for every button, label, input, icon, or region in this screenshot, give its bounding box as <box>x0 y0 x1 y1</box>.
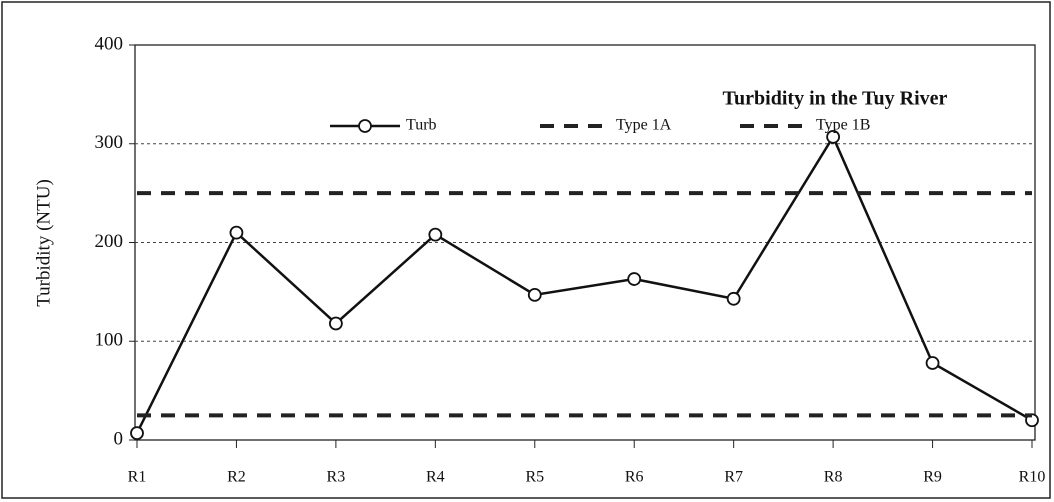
point <box>428 227 443 242</box>
point <box>229 225 244 240</box>
point <box>627 272 642 286</box>
chart-title: Turbidity in the Tuy River <box>723 88 948 110</box>
y-tick-label: 400 <box>95 33 124 54</box>
x-tick-label: R3 <box>327 469 346 486</box>
y-axis-label: Turbidity (NTU) <box>33 179 54 307</box>
legend-marker <box>358 119 372 133</box>
legend-label: Type 1B <box>816 117 870 134</box>
series-line <box>135 134 1033 434</box>
point <box>726 291 741 306</box>
x-tick-label: R4 <box>426 469 445 486</box>
y-tick-label: 0 <box>114 428 124 449</box>
x-tick-label: R8 <box>824 469 843 486</box>
y-tick-label: 200 <box>95 231 124 252</box>
x-tick-label: R9 <box>923 469 942 486</box>
x-tick-label: R2 <box>227 469 246 486</box>
point <box>130 426 144 440</box>
x-tick-label: R10 <box>1019 469 1046 486</box>
y-tick-label: 300 <box>95 132 124 153</box>
x-tick-label: R1 <box>128 469 147 486</box>
legend-label: Type 1A <box>616 117 672 134</box>
x-tick-label: R6 <box>625 469 644 486</box>
point <box>527 287 542 302</box>
point <box>826 129 841 144</box>
y-tick-label: 100 <box>95 330 124 351</box>
x-tick-label: R7 <box>724 469 743 486</box>
legend-label: Turb <box>406 117 437 134</box>
x-tick-label: R5 <box>525 469 544 486</box>
point <box>328 316 343 331</box>
point <box>925 356 940 370</box>
